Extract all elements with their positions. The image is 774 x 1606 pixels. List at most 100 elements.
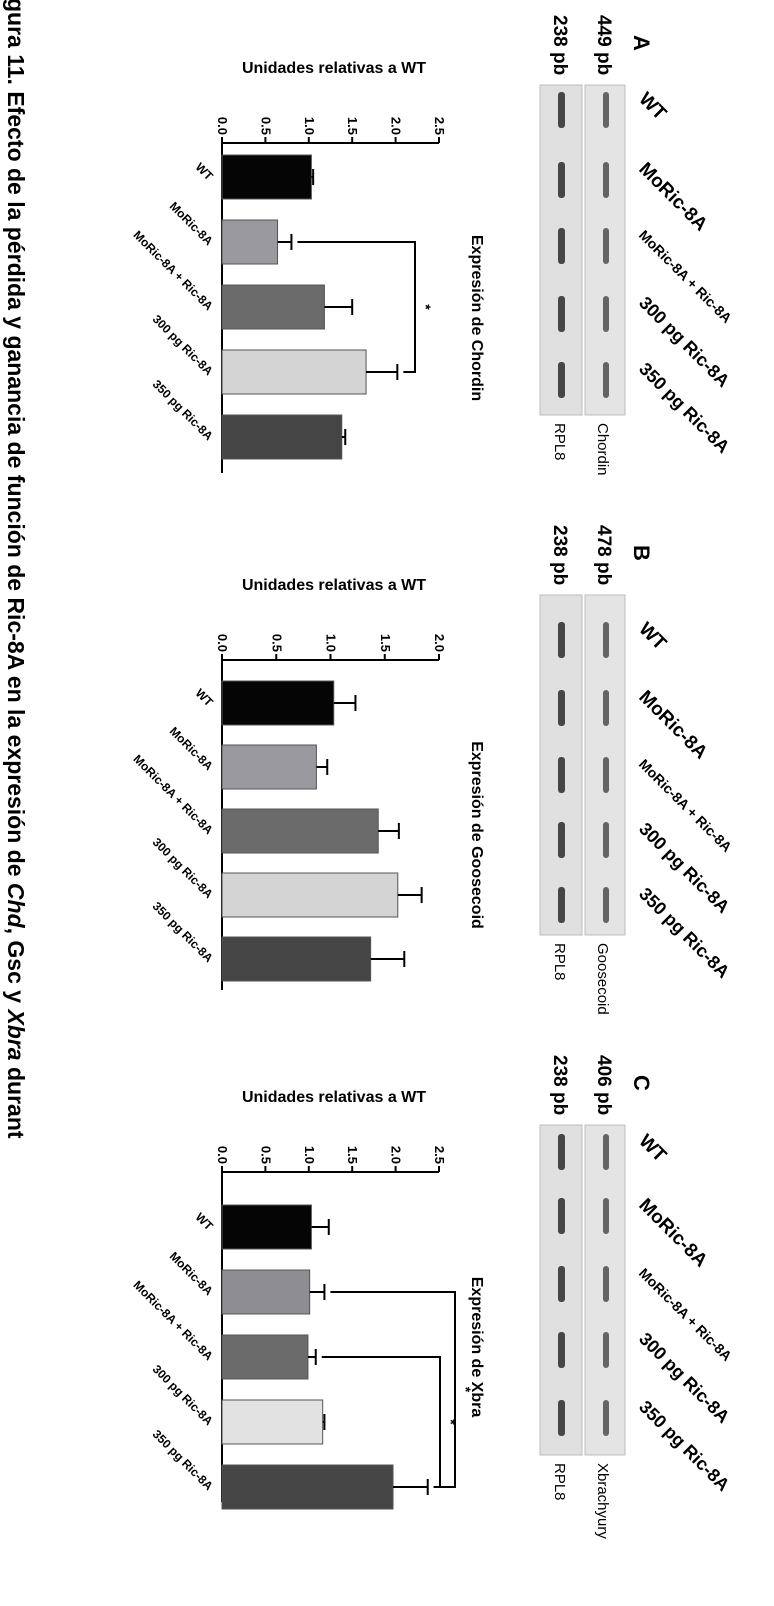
gel-band: [558, 757, 565, 793]
bar: [222, 155, 311, 199]
gel-band: [603, 887, 609, 923]
gel-band: [603, 228, 609, 264]
significance-bracket: [330, 1292, 455, 1487]
bar: [222, 220, 278, 264]
figure: gura 11. Efecto de la pérdida y ganancia…: [0, 0, 774, 1606]
bar: [222, 745, 316, 789]
x-tick-label: 350 pg Ric-8A: [150, 377, 216, 443]
gel-band: [558, 1134, 565, 1170]
chart-title: Expresión de Goosecoid: [468, 741, 485, 929]
gel-band: [603, 1134, 609, 1170]
band-size: 238 pb: [549, 525, 570, 585]
panel-label: A: [629, 35, 654, 51]
error-bar: [278, 234, 292, 250]
y-tick-label: 1.5: [345, 117, 360, 135]
y-tick-label: 1.5: [345, 1146, 360, 1164]
lane-label: MoRic-8A: [634, 687, 711, 764]
error-bar: [398, 887, 422, 903]
x-tick-label: WT: [193, 686, 217, 710]
x-tick-label: 300 pg Ric-8A: [150, 835, 216, 901]
bar: [222, 1335, 308, 1379]
caption: gura 11. Efecto de la pérdida y ganancia…: [3, 0, 29, 1139]
x-tick-label: WT: [193, 1210, 217, 1234]
y-tick-label: 2.0: [389, 117, 404, 135]
bar: [222, 1465, 393, 1509]
band-size: 478 pb: [593, 525, 614, 585]
x-tick-label: 300 pg Ric-8A: [150, 312, 216, 378]
gel-band: [558, 622, 565, 658]
gel-band: [603, 1400, 609, 1436]
chart-title: Expresión de Xbra: [468, 1277, 485, 1418]
x-tick-label: 300 pg Ric-8A: [150, 1362, 216, 1428]
error-bar: [342, 429, 345, 445]
gel-band: [603, 1332, 609, 1368]
gel-band: [603, 1198, 609, 1234]
gel-band: [558, 822, 565, 858]
x-tick-label: MoRic-8A: [167, 724, 216, 773]
bar: [222, 937, 371, 981]
gel-band: [603, 690, 609, 726]
y-axis-label: Unidades relativas a WT: [242, 60, 426, 77]
error-bar: [310, 1284, 325, 1300]
x-tick-label: 350 pg Ric-8A: [150, 899, 216, 965]
lane-label: WT: [634, 1131, 670, 1167]
gene-label: Goosecoid: [594, 943, 611, 1015]
bar: [222, 350, 366, 394]
band-size: 238 pb: [549, 1055, 570, 1115]
bar: [222, 681, 334, 725]
gel-band: [603, 622, 609, 658]
caption-text: Chd: [3, 883, 29, 929]
y-tick-label: 1.5: [378, 634, 393, 652]
gene-label: RPL8: [551, 423, 568, 461]
y-tick-label: 1.0: [302, 1146, 317, 1164]
gel-band: [603, 296, 609, 332]
bar: [222, 1270, 310, 1314]
panel-label: B: [629, 545, 654, 561]
gel-band: [558, 690, 565, 726]
gel-band: [603, 822, 609, 858]
y-axis-label: Unidades relativas a WT: [242, 577, 426, 594]
error-bar: [334, 695, 356, 711]
page: gura 11. Efecto de la pérdida y ganancia…: [0, 0, 774, 1606]
x-tick-label: MoRic-8A: [167, 1249, 216, 1298]
y-axis-label: Unidades relativas a WT: [242, 1089, 426, 1106]
panel-label: C: [629, 1075, 654, 1091]
gel-band: [558, 228, 565, 264]
gel-band: [558, 362, 565, 398]
error-bar: [378, 823, 399, 839]
x-tick-label: 350 pg Ric-8A: [150, 1427, 216, 1493]
gel-band: [558, 92, 565, 128]
y-tick-label: 0.0: [215, 634, 230, 652]
bar: [222, 285, 324, 329]
error-bar: [324, 299, 352, 315]
significance-label: *: [418, 304, 434, 310]
gene-label: RPL8: [551, 943, 568, 981]
gel-band: [603, 362, 609, 398]
error-bar: [311, 1219, 328, 1235]
caption-text: gura 11. Efecto de la pérdida y ganancia…: [3, 0, 29, 883]
lane-label: MoRic-8A: [634, 1195, 711, 1272]
error-bar: [366, 364, 397, 380]
gene-label: Xbrachyury: [594, 1463, 611, 1539]
y-tick-label: 2.5: [432, 1146, 447, 1164]
bar: [222, 415, 342, 459]
y-tick-label: 2.5: [432, 117, 447, 135]
gel-band: [603, 1266, 609, 1302]
y-tick-label: 1.0: [302, 117, 317, 135]
band-size: 449 pb: [593, 15, 614, 75]
caption-text: Xbra: [3, 1007, 29, 1060]
y-tick-label: 0.5: [258, 1146, 273, 1164]
gel-band: [558, 1266, 565, 1302]
gel-band: [603, 162, 609, 198]
lane-label: WT: [634, 619, 670, 655]
gene-label: Chordin: [594, 423, 611, 476]
gel-band: [558, 887, 565, 923]
error-bar: [316, 759, 327, 775]
gel-band: [558, 1332, 565, 1368]
x-tick-label: WT: [193, 160, 217, 184]
y-tick-label: 0.0: [215, 117, 230, 135]
gel-band: [558, 296, 565, 332]
y-tick-label: 0.0: [215, 1146, 230, 1164]
gel-band: [603, 757, 609, 793]
x-tick-label: MoRic-8A: [167, 199, 216, 248]
